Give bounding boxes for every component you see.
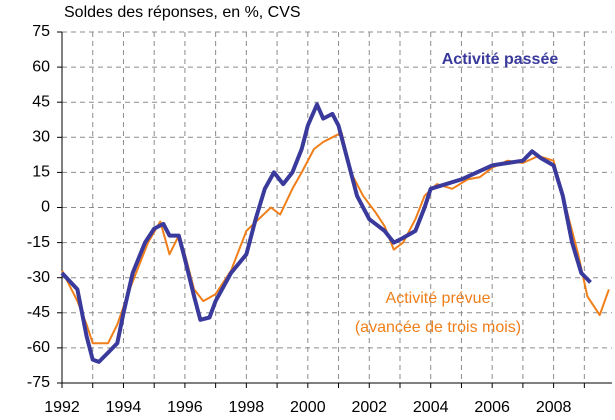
x-tick-label: 2008 (536, 399, 572, 416)
x-tick-label: 2004 (413, 399, 449, 416)
y-tick-label: 60 (32, 58, 50, 75)
x-tick-label: 1998 (229, 399, 265, 416)
x-tick-label: 1994 (106, 399, 142, 416)
y-tick-label: -75 (27, 374, 50, 391)
y-tick-label: -15 (27, 234, 50, 251)
y-axis-label: Soldes des réponses, en %, CVS (64, 4, 301, 21)
y-tick-label: -60 (27, 339, 50, 356)
annotation: (avancée de trois mois) (355, 319, 521, 336)
x-tick-label: 2002 (351, 399, 387, 416)
annotation: Activité prévue (386, 290, 491, 307)
x-tick-label: 2000 (290, 399, 326, 416)
y-tick-label: 30 (32, 129, 50, 146)
y-tick-label: 15 (32, 164, 50, 181)
series-line (61, 131, 610, 345)
x-tick-label: 1992 (44, 399, 80, 416)
annotation: Activité passée (442, 51, 559, 68)
y-tick-label: -30 (27, 269, 50, 286)
y-tick-label: 45 (32, 93, 50, 110)
y-tick-label: -45 (27, 304, 50, 321)
series-line (60, 102, 592, 364)
y-tick-label: 0 (41, 199, 50, 216)
x-tick-label: 2006 (474, 399, 510, 416)
x-tick-label: 1996 (167, 399, 203, 416)
y-tick-label: 75 (32, 23, 50, 40)
